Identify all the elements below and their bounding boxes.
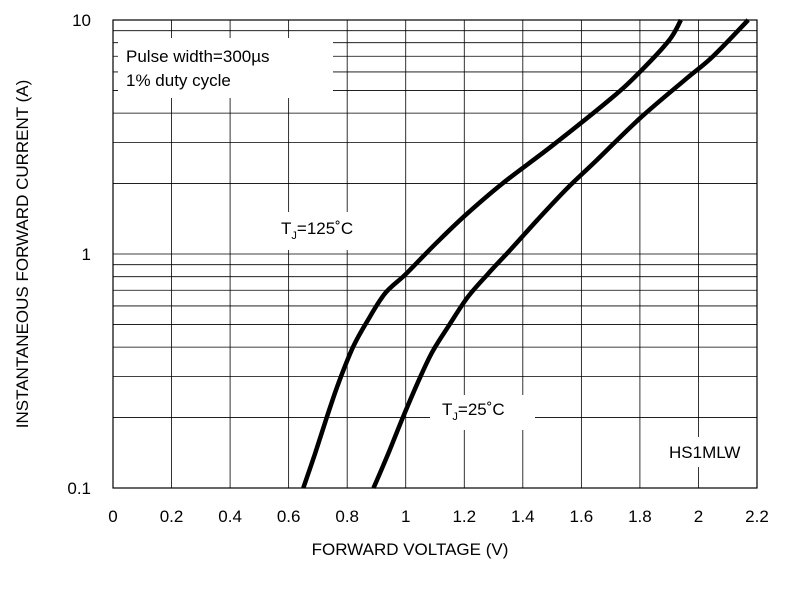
series-label-125c-rest: =125˚C [297, 219, 353, 238]
x-tick-label: 0.6 [277, 507, 301, 526]
series-label-25c-rest: =25˚C [458, 400, 505, 419]
x-tick-labels: 0 0.2 0.4 0.6 0.8 1 1.2 1.4 1.6 1.8 2 2.2 [108, 507, 769, 526]
x-tick-label: 0 [108, 507, 117, 526]
series-label-25c: TJ=25˚C [442, 400, 505, 423]
part-number-box [665, 437, 755, 467]
x-tick-label: 1.6 [570, 507, 594, 526]
series-line-125c [301, 18, 683, 489]
condition-line-1: Pulse width=300µs [126, 47, 270, 66]
x-tick-label: 1.2 [452, 507, 476, 526]
t125-label-box [276, 212, 388, 250]
x-tick-label: 1 [401, 507, 410, 526]
minor-gridlines [113, 30, 757, 418]
series-label-125c: TJ=125˚C [281, 219, 353, 242]
series-label-125c-main: T [281, 219, 291, 238]
conditions-box [118, 38, 333, 98]
x-axis-title: FORWARD VOLTAGE (V) [312, 540, 509, 559]
series-label-25c-sub: J [452, 411, 458, 423]
series-line-25c [371, 18, 750, 489]
y-axis-title: INSTANTANEOUS FORWARD CURRENT (A) [13, 80, 32, 429]
x-tick-label: 0.4 [218, 507, 242, 526]
x-tick-label: 0.2 [160, 507, 184, 526]
y-tick-label: 1 [82, 245, 91, 264]
y-tick-label: 10 [72, 11, 91, 30]
x-tick-label: 1.8 [628, 507, 652, 526]
condition-line-2: 1% duty cycle [126, 71, 231, 90]
series-label-25c-main: T [442, 400, 452, 419]
x-tick-label: 0.8 [335, 507, 359, 526]
series-label-125c-sub: J [291, 230, 297, 242]
plot-frame [112, 19, 758, 489]
y-tick-labels: 0.1 1 10 [67, 11, 91, 498]
series-lines [301, 18, 750, 489]
t25-label-box [430, 395, 535, 430]
x-tick-label: 2.2 [745, 507, 769, 526]
y-tick-label: 0.1 [67, 479, 91, 498]
x-tick-label: 1.4 [511, 507, 535, 526]
x-tick-label: 2 [694, 507, 703, 526]
part-number-label: HS1MLW [669, 443, 740, 462]
